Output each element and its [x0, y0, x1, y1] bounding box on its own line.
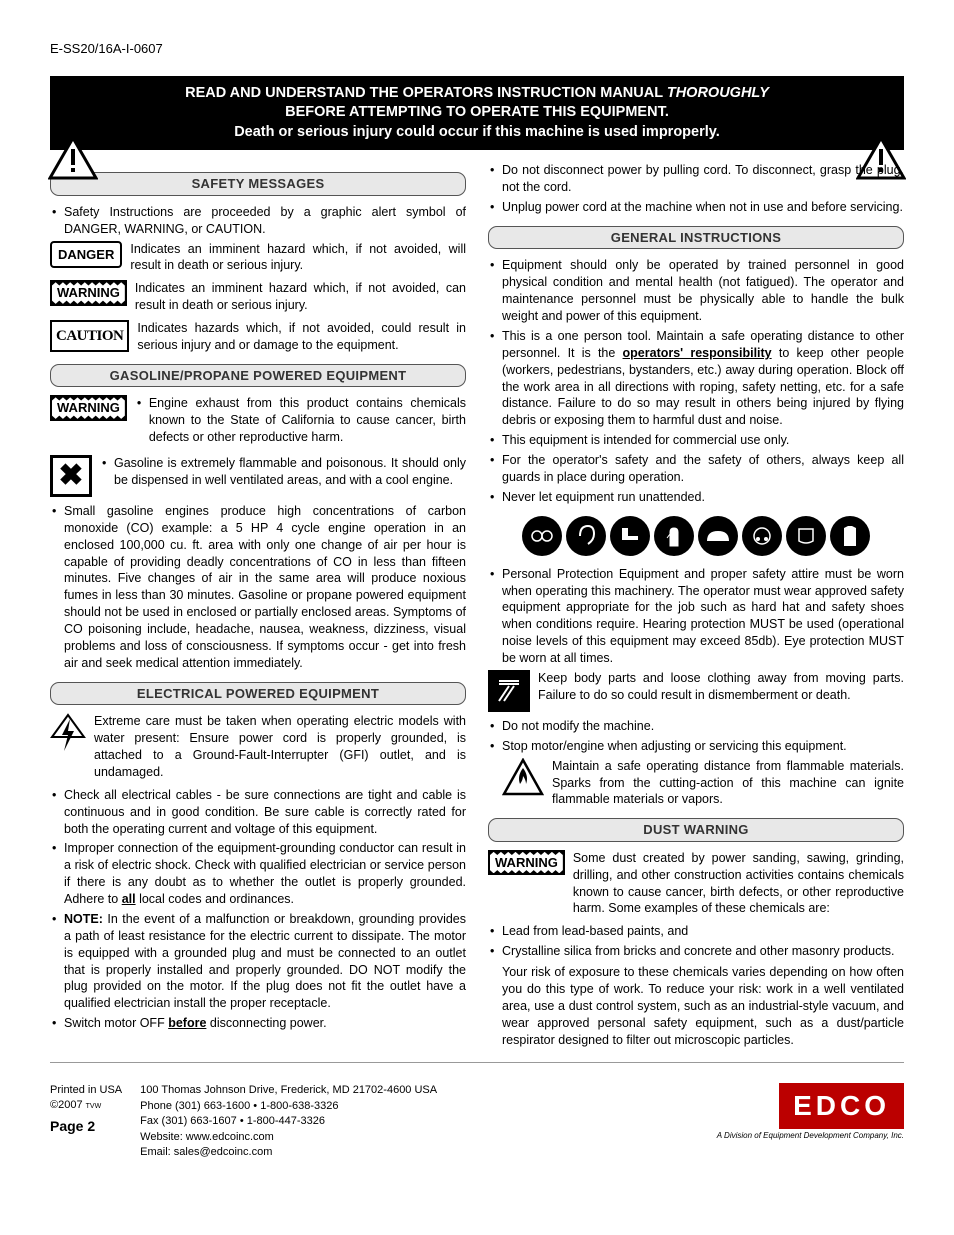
caution-badge: CAUTION — [50, 320, 129, 352]
dust-risk: Your risk of exposure to these chemicals… — [488, 964, 904, 1048]
vest-icon — [830, 516, 870, 556]
document-id: E-SS20/16A-I-0607 — [50, 40, 904, 58]
heading-safety-messages: SAFETY MESSAGES — [50, 172, 466, 196]
printed-in: Printed in USA — [50, 1083, 122, 1098]
danger-badge: DANGER — [50, 241, 122, 269]
entanglement-icon — [488, 670, 530, 712]
banner-line-1: READ AND UNDERSTAND THE OPERATORS INSTRU… — [60, 84, 894, 104]
fire-triangle-icon — [502, 758, 544, 796]
email: Email: sales@edcoinc.com — [140, 1145, 699, 1160]
glove-icon — [654, 516, 694, 556]
electrical-note: NOTE: In the event of a malfunction or b… — [50, 911, 466, 1012]
warning-badge: WARNING — [50, 395, 127, 421]
warning-badge: WARNING — [50, 280, 127, 306]
page-number: Page 2 — [50, 1117, 122, 1136]
hardhat-icon — [698, 516, 738, 556]
heading-gasoline-propane: GASOLINE/PROPANE POWERED EQUIPMENT — [50, 364, 466, 388]
warning-badge: WARNING — [488, 850, 565, 876]
website: Website: www.edcoinc.com — [140, 1130, 699, 1145]
right-column: Do not disconnect power by pulling cord.… — [488, 162, 904, 1048]
electrical-cables: Check all electrical cables - be sure co… — [50, 787, 466, 838]
general-trained: Equipment should only be operated by tra… — [488, 257, 904, 325]
no-mix-icon: ✖ — [50, 455, 92, 497]
gas-flammable-text: Gasoline is extremely flammable and pois… — [100, 455, 466, 489]
warning-description: Indicates an imminent hazard which, if n… — [135, 280, 466, 314]
warning-banner: READ AND UNDERSTAND THE OPERATORS INSTRU… — [50, 76, 904, 151]
entanglement-text: Keep body parts and loose clothing away … — [538, 670, 904, 704]
respirator-icon — [742, 516, 782, 556]
boot-icon — [610, 516, 650, 556]
stop-motor-text: Stop motor/engine when adjusting or serv… — [488, 738, 904, 755]
heading-general: GENERAL INSTRUCTIONS — [488, 226, 904, 250]
caution-description: Indicates hazards which, if not avoided,… — [137, 320, 466, 354]
fax: Fax (301) 663-1607 • 1-800-447-3326 — [140, 1114, 699, 1129]
cord-unplug: Unplug power cord at the machine when no… — [488, 199, 904, 216]
dust-intro: Some dust created by power sanding, sawi… — [573, 850, 904, 918]
copyright: ©2007 TVW — [50, 1098, 122, 1113]
edco-logo: EDCO — [779, 1083, 904, 1129]
ppe-text: Personal Protection Equipment and proper… — [488, 566, 904, 667]
general-guards: For the operator's safety and the safety… — [488, 452, 904, 486]
phone: Phone (301) 663-1600 • 1-800-638-3326 — [140, 1099, 699, 1114]
general-unattended: Never let equipment run unattended. — [488, 489, 904, 506]
modify-text: Do not modify the machine. — [488, 718, 904, 735]
warning-triangle-icon — [48, 136, 98, 180]
safety-intro: Safety Instructions are proceeded by a g… — [50, 204, 466, 238]
electrical-switch-off: Switch motor OFF before disconnecting po… — [50, 1015, 466, 1032]
danger-description: Indicates an imminent hazard which, if n… — [130, 241, 466, 275]
gas-co-text: Small gasoline engines produce high conc… — [50, 503, 466, 672]
banner-line-3: Death or serious injury could occur if t… — [60, 123, 894, 143]
content-columns: SAFETY MESSAGES Safety Instructions are … — [50, 162, 904, 1048]
dust-lead: Lead from lead-based paints, and — [488, 923, 904, 940]
footer: Printed in USA ©2007 TVW Page 2 100 Thom… — [50, 1083, 904, 1160]
banner-line-2: BEFORE ATTEMPTING TO OPERATE THIS EQUIPM… — [60, 103, 894, 123]
heading-electrical: ELECTRICAL POWERED EQUIPMENT — [50, 682, 466, 706]
edco-tagline: A Division of Equipment Development Comp… — [717, 1131, 904, 1142]
heading-dust: DUST WARNING — [488, 818, 904, 842]
left-column: SAFETY MESSAGES Safety Instructions are … — [50, 162, 466, 1048]
fire-text: Maintain a safe operating distance from … — [552, 758, 904, 809]
ear-protection-icon — [566, 516, 606, 556]
address: 100 Thomas Johnson Drive, Frederick, MD … — [140, 1083, 699, 1098]
cord-disconnect: Do not disconnect power by pulling cord.… — [488, 162, 904, 196]
lightning-bolt-icon — [50, 713, 86, 759]
gas-exhaust-text: Engine exhaust from this product contain… — [135, 395, 466, 446]
footer-rule — [50, 1062, 904, 1063]
face-shield-icon — [786, 516, 826, 556]
goggles-icon — [522, 516, 562, 556]
general-commercial: This equipment is intended for commercia… — [488, 432, 904, 449]
ppe-icon-row — [488, 516, 904, 556]
dust-silica: Crystalline silica from bricks and concr… — [488, 943, 904, 960]
electrical-intro: Extreme care must be taken when operatin… — [94, 713, 466, 781]
electrical-grounding: Improper connection of the equipment-gro… — [50, 840, 466, 908]
general-one-person: This is a one person tool. Maintain a sa… — [488, 328, 904, 429]
